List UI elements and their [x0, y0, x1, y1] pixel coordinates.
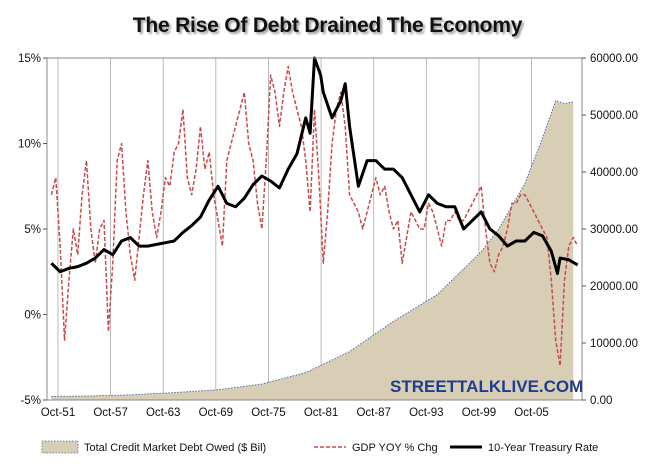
axes: Oct-51 Oct-57 Oct-63 Oct-69 Oct-75 Oct-81 Oct-… — [18, 53, 638, 419]
treasury-series — [50, 56, 579, 275]
y-right-tick-label: 10000.00 — [590, 338, 638, 350]
y-left-tick-label: 10% — [18, 139, 41, 151]
gdp-line — [50, 65, 579, 367]
x-tick-label: Oct-51 — [41, 407, 76, 419]
gdp-series — [50, 65, 579, 367]
x-tick-label: Oct-05 — [514, 407, 549, 419]
y-left-tick-label: 5% — [24, 224, 41, 236]
y-right-tick-label: 60000.00 — [590, 53, 638, 65]
chart-title: The Rise Of Debt Drained The Economy — [132, 14, 523, 37]
y-left-tick-label: 0% — [24, 310, 41, 322]
watermark: STREETTALKLIVE.COM — [390, 377, 583, 396]
debt-area — [51, 100, 574, 400]
x-tick-label: Oct-69 — [199, 407, 234, 419]
legend-label-treasury: 10-Year Treasury Rate — [488, 442, 598, 454]
x-tick-label: Oct-81 — [304, 407, 339, 419]
x-tick-label: Oct-99 — [462, 407, 497, 419]
y-right-tick-label: 20000.00 — [590, 281, 638, 293]
legend-label-gdp: GDP YOY % Chg — [352, 442, 438, 454]
x-tick-label: Oct-75 — [251, 407, 286, 419]
y-left-tick-label: 15% — [18, 53, 41, 65]
x-tick-label: Oct-63 — [146, 407, 181, 419]
legend: Total Credit Market Debt Owed ($ Bil) GDP… — [41, 440, 598, 454]
treasury-line — [50, 56, 579, 275]
y-right-tick-label: 30000.00 — [590, 224, 638, 236]
debt-series — [51, 100, 574, 400]
legend-label-debt: Total Credit Market Debt Owed ($ Bil) — [84, 442, 266, 454]
y-left-tick-label: -5% — [21, 395, 41, 407]
y-right-tick-label: 0.00 — [590, 395, 612, 407]
y-right-tick-label: 50000.00 — [590, 110, 638, 122]
legend-swatch-debt — [41, 440, 79, 454]
y-right-tick-label: 40000.00 — [590, 167, 638, 179]
x-tick-label: Oct-93 — [409, 407, 444, 419]
x-tick-label: Oct-57 — [93, 407, 128, 419]
debt-edge — [51, 100, 574, 398]
x-tick-label: Oct-87 — [356, 407, 391, 419]
